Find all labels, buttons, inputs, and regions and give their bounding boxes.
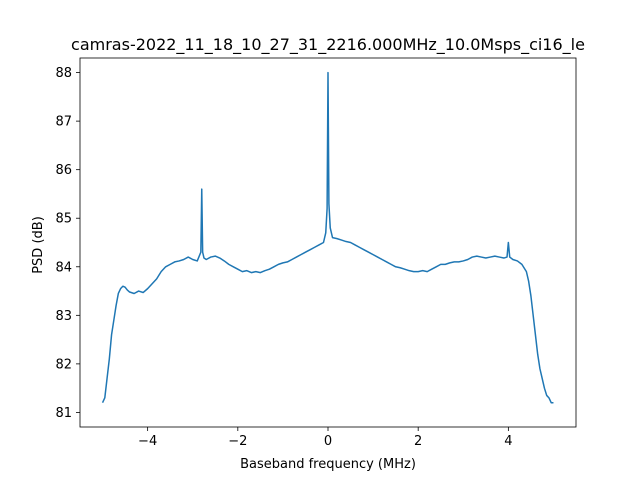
chart-title: camras-2022_11_18_10_27_31_2216.000MHz_1… [71, 35, 585, 55]
y-axis-label: PSD (dB) [31, 216, 46, 274]
y-tick-label: 86 [55, 163, 72, 178]
x-tick-label: −2 [228, 434, 247, 449]
y-tick-label: 84 [55, 260, 72, 275]
y-tick-label: 81 [55, 406, 72, 421]
x-axis-label: Baseband frequency (MHz) [240, 457, 416, 472]
y-tick-label: 85 [55, 212, 72, 227]
plot-area [101, 71, 554, 404]
y-tick-label: 87 [55, 115, 72, 130]
y-tick-label: 88 [55, 66, 72, 81]
x-tick-label: 0 [324, 434, 332, 449]
y-tick-label: 83 [55, 309, 72, 324]
x-tick-label: 2 [414, 434, 422, 449]
series-line-0 [101, 71, 554, 404]
x-tick-label: −4 [138, 434, 157, 449]
y-tick-label: 82 [55, 357, 72, 372]
axes: −4 −2 0 2 4 81 82 83 84 85 86 87 88 [55, 57, 577, 449]
x-tick-label: 4 [504, 434, 512, 449]
